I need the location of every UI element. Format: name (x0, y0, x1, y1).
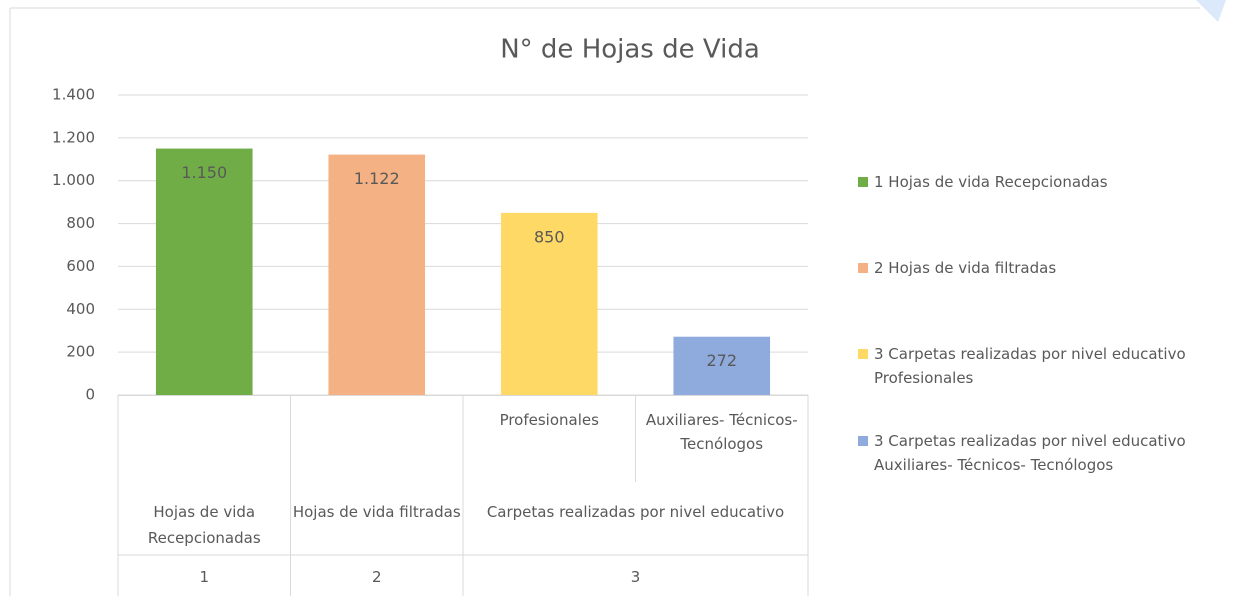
group-label: Hojas de vida Recepcionadas (147, 503, 261, 547)
y-tick-label: 1.400 (52, 86, 95, 104)
legend-swatch (858, 436, 868, 446)
bar (328, 154, 426, 395)
legend-swatch (858, 349, 868, 359)
y-tick-label: 1.200 (52, 128, 95, 146)
y-tick-label: 0 (85, 386, 95, 404)
legend-label: 2 Hojas de vida filtradas (874, 259, 1057, 277)
chart-title: N° de Hojas de Vida (500, 35, 760, 65)
legend-label: 3 Carpetas realizadas por nivel educativ… (874, 432, 1186, 474)
y-tick-label: 200 (66, 343, 95, 361)
group-code: 1 (199, 568, 210, 586)
bar (155, 148, 253, 395)
category-label: Auxiliares- Técnicos- Tecnólogos (645, 411, 798, 453)
value-label: 850 (534, 227, 565, 246)
legend-label: 1 Hojas de vida Recepcionadas (874, 173, 1108, 191)
y-tick-label: 800 (66, 214, 95, 232)
bar (673, 336, 771, 395)
value-label: 1.122 (354, 169, 400, 188)
bar (500, 212, 598, 395)
legend-swatch (858, 263, 868, 273)
y-tick-label: 400 (66, 300, 95, 318)
legend-swatch (858, 177, 868, 187)
group-label: Hojas de vida filtradas (292, 503, 461, 521)
group-label: Carpetas realizadas por nivel educativo (486, 503, 785, 521)
decoration (1196, 0, 1226, 22)
value-label: 1.150 (181, 163, 227, 182)
category-label: Profesionales (499, 411, 599, 429)
value-label: 272 (706, 351, 737, 370)
y-tick-label: 600 (66, 257, 95, 275)
group-code: 2 (371, 568, 382, 586)
group-code: 3 (630, 568, 641, 586)
legend-label: 3 Carpetas realizadas por nivel educativ… (874, 345, 1186, 387)
y-tick-label: 1.000 (52, 171, 95, 189)
